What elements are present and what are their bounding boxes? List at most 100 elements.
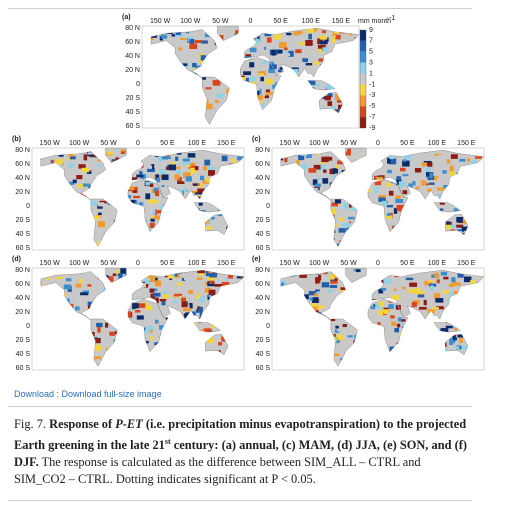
anomaly-cell — [158, 268, 166, 274]
lat-label: 40 S — [16, 231, 31, 238]
anomaly-cell — [386, 205, 394, 208]
anomaly-cell — [80, 292, 89, 296]
anomaly-cell — [297, 75, 301, 78]
anomaly-cell — [278, 83, 284, 86]
anomaly-cell — [185, 87, 192, 93]
anomaly-cell — [407, 229, 412, 234]
anomaly-cell — [145, 66, 150, 71]
anomaly-cell — [205, 68, 209, 75]
anomaly-cell — [94, 356, 101, 360]
anomaly-cell — [343, 362, 349, 366]
anomaly-cell — [178, 312, 182, 317]
anomaly-cell — [358, 318, 364, 324]
anomaly-cell — [93, 171, 98, 178]
anomaly-cell — [97, 305, 101, 311]
anomaly-cell — [129, 226, 134, 230]
anomaly-cell — [117, 323, 124, 328]
colorbar-segment — [360, 84, 366, 96]
anomaly-cell — [202, 239, 207, 245]
anomaly-cell — [33, 234, 38, 240]
anomaly-cell — [356, 157, 364, 164]
anomaly-cell — [472, 294, 477, 297]
anomaly-cell — [208, 289, 216, 296]
anomaly-cell — [465, 353, 473, 359]
anomaly-cell — [474, 156, 482, 159]
anomaly-cell — [332, 31, 337, 37]
anomaly-cell — [227, 349, 233, 353]
anomaly-cell — [412, 206, 418, 212]
anomaly-cell — [280, 242, 285, 247]
anomaly-cell — [156, 247, 160, 253]
anomaly-cell — [337, 160, 344, 165]
anomaly-cell — [466, 288, 475, 292]
lon-label: 50 E — [160, 140, 175, 147]
anomaly-cell — [284, 336, 289, 341]
anomaly-cell — [461, 191, 469, 196]
lon-label: 100 E — [188, 260, 207, 267]
anomaly-cell — [172, 76, 180, 82]
anomaly-cell — [335, 363, 339, 367]
anomaly-cell — [444, 224, 452, 229]
anomaly-cell — [388, 247, 393, 253]
anomaly-cell — [80, 327, 87, 334]
anomaly-cell — [418, 306, 427, 310]
anomaly-cell — [273, 91, 282, 97]
anomaly-cell — [346, 192, 354, 198]
anomaly-cell — [142, 101, 147, 104]
anomaly-cell — [134, 327, 139, 331]
anomaly-cell — [188, 364, 197, 367]
anomaly-cell — [299, 226, 305, 230]
lon-label: 50 W — [100, 140, 117, 147]
anomaly-cell — [359, 359, 365, 364]
anomaly-cell — [217, 172, 221, 178]
anomaly-cell — [157, 226, 162, 231]
lon-label: 50 W — [340, 260, 357, 267]
download-link[interactable]: Download : Download full-size image — [14, 389, 162, 399]
anomaly-cell — [317, 113, 324, 119]
anomaly-cell — [370, 239, 374, 246]
anomaly-cell — [149, 222, 155, 229]
anomaly-cell — [319, 95, 325, 99]
anomaly-cell — [339, 217, 344, 222]
anomaly-cell — [185, 169, 190, 174]
anomaly-cell — [200, 352, 209, 356]
anomaly-cell — [353, 340, 361, 345]
anomaly-cell — [36, 190, 39, 193]
anomaly-cell — [171, 300, 179, 304]
anomaly-cell — [420, 159, 428, 163]
anomaly-cell — [183, 172, 191, 178]
anomaly-cell — [303, 325, 307, 330]
anomaly-cell — [114, 331, 121, 335]
anomaly-cell — [477, 182, 484, 187]
anomaly-cell — [138, 202, 144, 206]
anomaly-cell — [154, 78, 159, 82]
anomaly-cell — [148, 199, 154, 204]
anomaly-cell — [234, 56, 243, 61]
anomaly-cell — [116, 177, 120, 182]
anomaly-cell — [63, 284, 72, 290]
anomaly-cell — [240, 120, 246, 124]
anomaly-cell — [410, 331, 414, 338]
anomaly-cell — [40, 210, 43, 216]
anomaly-cell — [151, 111, 158, 115]
anomaly-cell — [182, 162, 191, 165]
anomaly-cell — [366, 166, 375, 172]
colorbar-tick: -9 — [369, 125, 375, 132]
anomaly-cell — [40, 363, 45, 367]
anomaly-cell — [208, 170, 215, 176]
anomaly-cell — [309, 310, 316, 314]
anomaly-cell — [397, 225, 401, 231]
anomaly-cell — [218, 291, 227, 298]
anomaly-cell — [304, 199, 313, 205]
anomaly-cell — [368, 326, 376, 330]
anomaly-cell — [477, 181, 484, 184]
anomaly-cell — [133, 186, 138, 193]
lon-label: 150 E — [457, 260, 476, 267]
anomaly-cell — [129, 339, 136, 342]
panel-label: (c) — [252, 136, 261, 143]
anomaly-cell — [298, 319, 303, 324]
anomaly-cell — [434, 272, 439, 279]
anomaly-cell — [297, 236, 305, 243]
anomaly-cell — [313, 26, 318, 32]
anomaly-cell — [67, 326, 74, 329]
